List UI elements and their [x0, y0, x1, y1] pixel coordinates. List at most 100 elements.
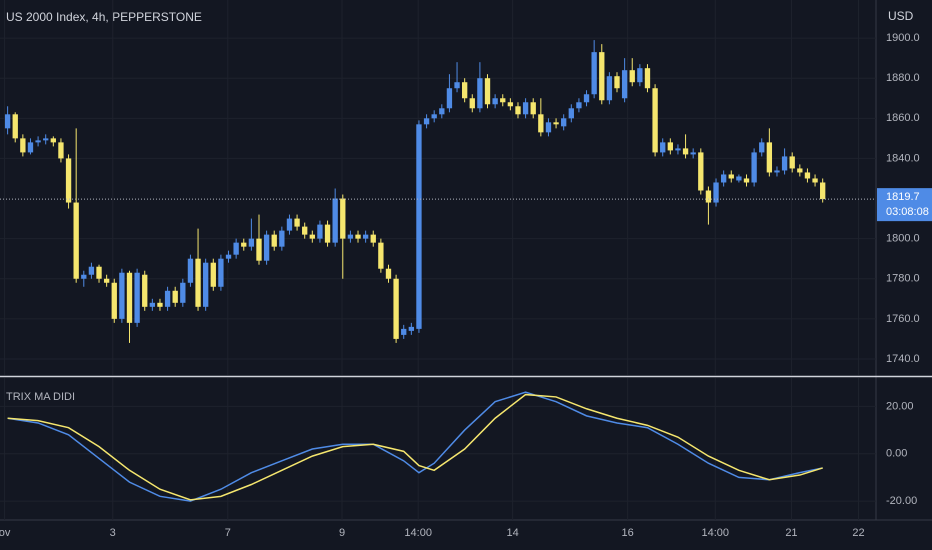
y-tick-label: 1760.0 — [886, 313, 920, 325]
candle-body — [263, 234, 270, 261]
candle-body — [583, 94, 590, 103]
candle-body — [492, 98, 498, 105]
y-tick-label: 1860.0 — [886, 112, 920, 124]
candle-body — [652, 88, 658, 153]
candle-body — [682, 148, 689, 155]
candle-body — [439, 108, 445, 115]
candle-body — [644, 68, 651, 89]
candle-body — [660, 142, 666, 153]
candle-body — [599, 52, 605, 101]
candle-body — [203, 262, 209, 307]
candle-body — [88, 266, 95, 275]
candle-body — [461, 82, 468, 99]
candle-body — [408, 326, 415, 331]
candle-body — [271, 234, 277, 247]
candle-body — [111, 282, 117, 319]
candle-body — [401, 328, 407, 335]
candle-body — [637, 68, 643, 83]
candle-body — [781, 156, 788, 171]
candle-body — [804, 172, 811, 179]
candle-body — [50, 138, 56, 143]
candle-body — [96, 266, 102, 279]
x-tick-label: 14 — [507, 527, 519, 539]
candle-body — [187, 258, 194, 283]
candle-body — [591, 52, 597, 95]
candle-body — [340, 198, 346, 239]
x-tick-label: ov — [0, 527, 11, 539]
candle-body — [561, 118, 567, 127]
candle-body — [621, 70, 628, 99]
candle-body — [309, 234, 315, 239]
candle-body — [103, 278, 110, 283]
candle-body — [507, 102, 514, 107]
candle-body — [164, 290, 171, 307]
candle-body — [500, 98, 506, 103]
candle-body — [454, 82, 460, 89]
candle-body — [789, 156, 795, 169]
candle-body — [4, 114, 11, 129]
candle-body — [530, 102, 536, 115]
candle-body — [256, 238, 262, 261]
candle-body — [759, 142, 765, 153]
candle-body — [606, 76, 613, 101]
candle-body — [142, 274, 148, 307]
candle-body — [172, 290, 178, 303]
candle-body — [225, 254, 232, 259]
candle-body — [294, 218, 300, 227]
candle-body — [797, 168, 803, 173]
x-tick-label: 9 — [339, 527, 345, 539]
candle-body — [713, 182, 719, 203]
candle-body — [134, 272, 140, 323]
y-tick-label: 0.00 — [886, 448, 907, 460]
x-tick-label: 3 — [110, 527, 116, 539]
candle-body — [43, 138, 49, 141]
candle-body — [484, 78, 491, 105]
candle-body — [126, 272, 133, 323]
candle-body — [820, 182, 826, 200]
currency: USD — [888, 9, 914, 23]
candle-body — [469, 98, 475, 109]
candle-body — [149, 302, 156, 307]
candle-body — [423, 118, 430, 125]
candle-body — [553, 122, 559, 125]
candle-body — [545, 122, 552, 133]
candle-body — [446, 88, 453, 109]
candle-body — [690, 152, 696, 155]
chart-title: US 2000 Index, 4h, PEPPERSTONE — [6, 10, 202, 24]
candle-body — [743, 178, 750, 183]
candle-body — [35, 140, 41, 143]
candle-body — [233, 242, 239, 255]
candle-body — [538, 114, 544, 133]
x-tick-label: 16 — [622, 527, 634, 539]
candle-body — [698, 152, 704, 191]
candle-body — [522, 102, 529, 115]
candle-body — [195, 258, 201, 307]
candle-body — [614, 76, 620, 89]
candle-body — [210, 262, 216, 287]
y-tick-label: 1900.0 — [886, 32, 920, 44]
candle-body — [81, 274, 87, 279]
candle-body — [248, 238, 255, 247]
indicator-title: TRIX MA DIDI — [6, 391, 75, 403]
candle-body — [751, 152, 757, 183]
last-price-label: 1819.7 — [886, 191, 920, 203]
candle-body — [576, 102, 582, 109]
candle-body — [378, 242, 384, 269]
candle-body — [362, 234, 369, 239]
candle-body — [58, 142, 64, 159]
x-tick-label: 21 — [785, 527, 797, 539]
candle-body — [393, 278, 399, 339]
candle-body — [12, 114, 18, 139]
candle-body — [65, 158, 72, 203]
candle-body — [317, 224, 323, 239]
y-tick-label: -20.00 — [886, 495, 917, 507]
candle-body — [180, 282, 186, 303]
candle-body — [218, 258, 224, 287]
x-tick-label: 14:00 — [702, 527, 730, 539]
trix-line — [7, 393, 823, 501]
candle-body — [119, 272, 125, 319]
candle-body — [675, 148, 681, 151]
y-tick-label: 1880.0 — [886, 72, 920, 84]
